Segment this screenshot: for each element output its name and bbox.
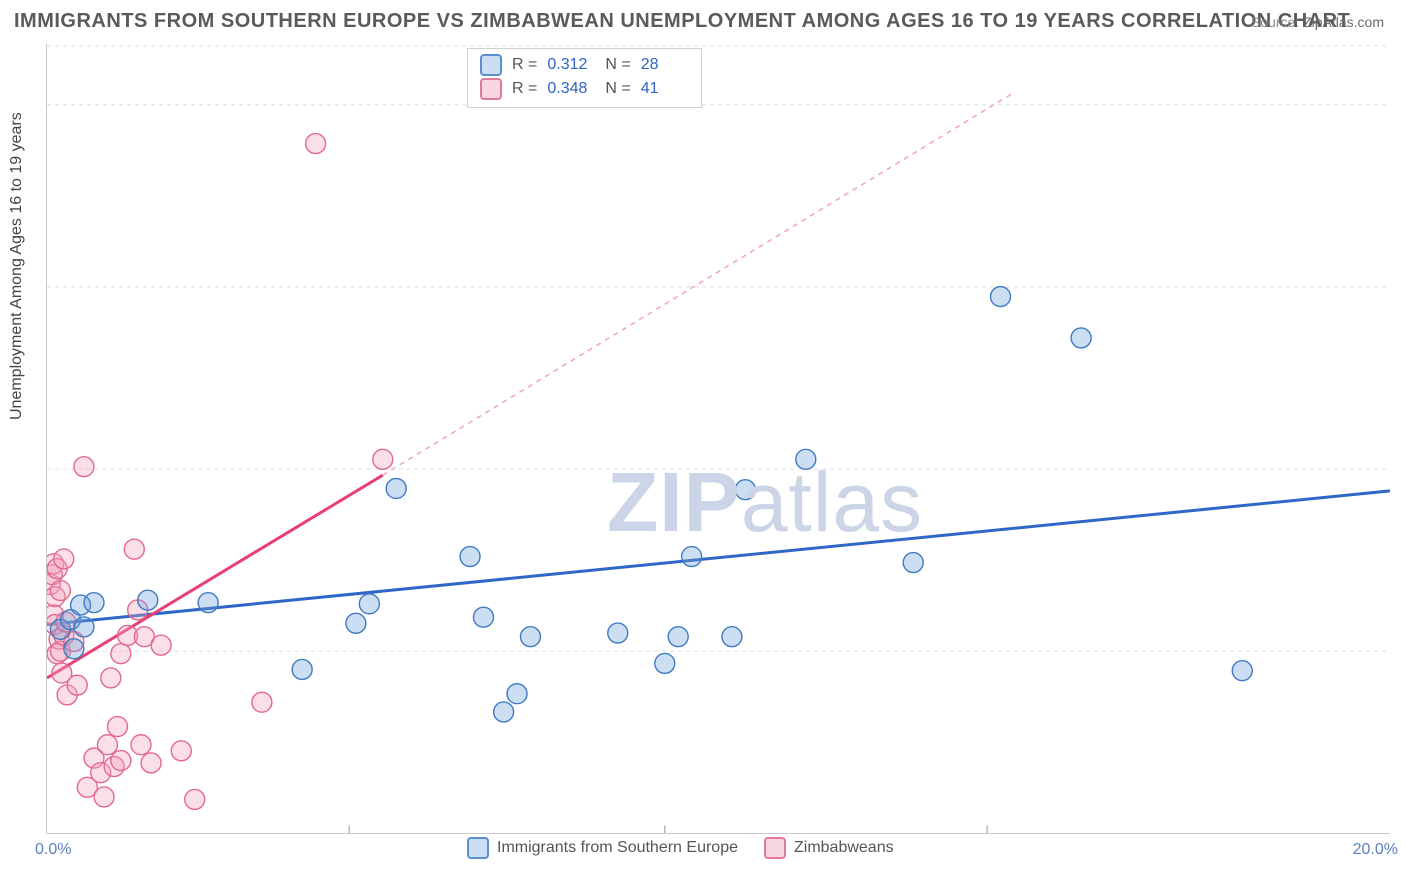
source-value: ZipAtlas.com <box>1303 14 1384 30</box>
n-value: 41 <box>641 80 689 98</box>
y-axis-tick-label: 30.0% <box>1396 459 1406 477</box>
chart-area: ZIPatlas R =0.312N =28R =0.348N =41 0.0%… <box>46 44 1390 834</box>
legend-swatch <box>764 837 786 859</box>
r-label: R = <box>512 80 537 98</box>
r-value: 0.312 <box>547 56 595 74</box>
y-axis-tick-label: 45.0% <box>1396 277 1406 295</box>
series-legend-item: Immigrants from Southern Europe <box>467 837 738 859</box>
legend-swatch <box>480 54 502 76</box>
correlation-legend-row: R = 0.312 N = 28 <box>480 53 689 77</box>
legend-swatch <box>467 837 489 859</box>
source-label: Source: <box>1251 14 1299 30</box>
r-label: R = <box>512 56 537 74</box>
correlation-legend: R = 0.312 N = 28 R = 0.348 N = 41 <box>467 48 702 108</box>
correlation-legend-row: R = 0.348 N = 41 <box>480 77 689 101</box>
y-axis-label: Unemployment Among Ages 16 to 19 years <box>8 112 26 420</box>
series-legend-label: Zimbabweans <box>794 839 894 857</box>
legend-swatch <box>480 78 502 100</box>
y-axis-tick-label: 60.0% <box>1396 95 1406 113</box>
n-label: N = <box>605 80 630 98</box>
n-value: 28 <box>641 56 689 74</box>
n-label: N = <box>605 56 630 74</box>
y-axis-tick-label: 15.0% <box>1396 642 1406 660</box>
scatter-plot <box>47 44 1390 833</box>
x-axis-max-label: 20.0% <box>1353 841 1398 859</box>
source-attribution: Source: ZipAtlas.com <box>1251 14 1384 30</box>
chart-title: IMMIGRANTS FROM SOUTHERN EUROPE VS ZIMBA… <box>14 10 1350 33</box>
series-legend-label: Immigrants from Southern Europe <box>497 839 738 857</box>
x-axis-min-label: 0.0% <box>35 841 71 859</box>
series-legend: Immigrants from Southern Europe Zimbabwea… <box>467 837 894 859</box>
r-value: 0.348 <box>547 80 595 98</box>
series-legend-item: Zimbabweans <box>764 837 894 859</box>
